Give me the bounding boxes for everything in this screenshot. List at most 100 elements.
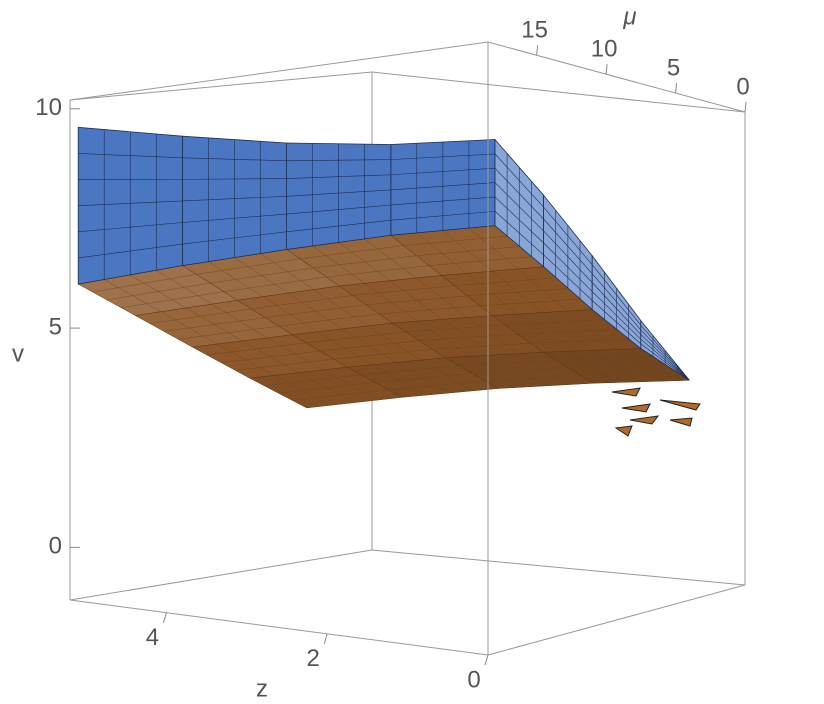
mesh-line — [591, 300, 642, 345]
mesh-line — [416, 232, 468, 274]
mesh-line — [319, 340, 419, 352]
mesh-line — [467, 317, 519, 354]
mesh-line — [493, 354, 547, 387]
mesh-line — [374, 373, 472, 383]
mesh-line — [317, 331, 372, 366]
mesh-line — [591, 264, 642, 326]
mesh-line — [364, 238, 417, 279]
mesh-line — [543, 242, 593, 292]
mesh-line — [442, 230, 493, 272]
z-tick-label: 5 — [49, 313, 62, 340]
mesh-line — [286, 174, 391, 179]
mesh-line — [292, 389, 389, 401]
fragment — [669, 417, 693, 427]
mesh-line — [416, 246, 520, 256]
mesh-line — [530, 338, 629, 344]
mesh-line — [178, 325, 279, 340]
mesh-line — [479, 298, 581, 307]
z-axis-label: v — [12, 340, 24, 367]
mesh-line — [379, 305, 480, 315]
mesh-line — [220, 350, 320, 363]
mesh-line — [338, 242, 391, 281]
mesh-line — [567, 310, 617, 350]
box-edge — [69, 41, 489, 101]
x-tick — [484, 654, 489, 666]
mesh-line — [492, 270, 543, 313]
mesh-line — [262, 296, 318, 332]
mesh-line — [415, 277, 468, 318]
mesh-line — [428, 256, 532, 266]
mesh-line — [235, 358, 334, 371]
mesh-line — [640, 334, 690, 381]
mesh-line — [494, 182, 544, 232]
mesh-line — [517, 313, 568, 352]
mesh-line — [542, 312, 593, 351]
fragment — [659, 399, 701, 411]
mesh-line — [591, 273, 642, 331]
x-tick — [323, 633, 328, 644]
mesh-line — [567, 351, 618, 383]
box-edge — [69, 599, 489, 656]
mesh-line — [390, 280, 443, 320]
mesh-line — [264, 304, 366, 318]
fragment — [621, 403, 651, 413]
mesh-line — [591, 350, 642, 382]
mesh-line — [390, 196, 495, 206]
mesh-line — [273, 375, 331, 406]
mesh-line — [568, 364, 666, 369]
mesh-line — [278, 382, 375, 394]
mesh-line — [286, 159, 391, 162]
y-tick — [536, 45, 539, 56]
mesh-line — [591, 291, 642, 340]
mesh-line — [390, 167, 495, 176]
mesh-line — [388, 380, 485, 391]
x-axis-label: z — [256, 675, 268, 702]
mesh-line — [223, 276, 327, 292]
mesh-line — [484, 375, 582, 382]
mesh-line — [371, 364, 427, 396]
mesh-line — [390, 182, 495, 191]
mesh-line — [312, 255, 417, 269]
mesh-line — [517, 268, 568, 312]
mesh-line — [494, 196, 544, 244]
z-tick-label: 10 — [35, 94, 62, 121]
mesh-line — [163, 317, 265, 332]
mesh-line — [543, 218, 593, 274]
mesh-line — [591, 282, 642, 335]
y-tick-label: 10 — [591, 36, 618, 63]
mesh-line — [640, 329, 690, 381]
mesh-line — [120, 291, 224, 308]
mesh-line — [466, 288, 568, 297]
mesh-line — [517, 329, 617, 335]
mesh-line — [417, 321, 470, 357]
mesh-line — [217, 343, 275, 376]
z-tick-label: 0 — [49, 533, 62, 560]
x-tick-label: 4 — [146, 624, 159, 651]
mesh-line — [543, 254, 593, 301]
mesh-line — [104, 279, 161, 312]
mesh-line — [640, 325, 690, 381]
mesh-line — [333, 349, 432, 360]
y-tick — [605, 64, 608, 75]
mesh-line — [640, 343, 690, 381]
y-tick-label: 5 — [667, 54, 680, 81]
mesh-line — [581, 372, 678, 376]
mesh-line — [494, 168, 544, 220]
mesh-line — [182, 231, 287, 245]
mesh-line — [543, 230, 593, 283]
fragment — [629, 415, 660, 425]
mesh-line — [418, 334, 518, 341]
fragment — [614, 425, 633, 437]
mesh-line — [543, 206, 593, 265]
x-tick — [162, 612, 167, 623]
mesh-line — [78, 222, 183, 233]
y-tick-label: 0 — [736, 73, 749, 100]
mesh-line — [431, 343, 531, 350]
mesh-line — [312, 245, 366, 284]
mesh-line — [209, 267, 314, 284]
y-axis-label: μ — [622, 3, 636, 30]
mesh-line — [494, 153, 544, 208]
mesh-line — [160, 311, 218, 345]
mesh-line — [616, 349, 666, 382]
